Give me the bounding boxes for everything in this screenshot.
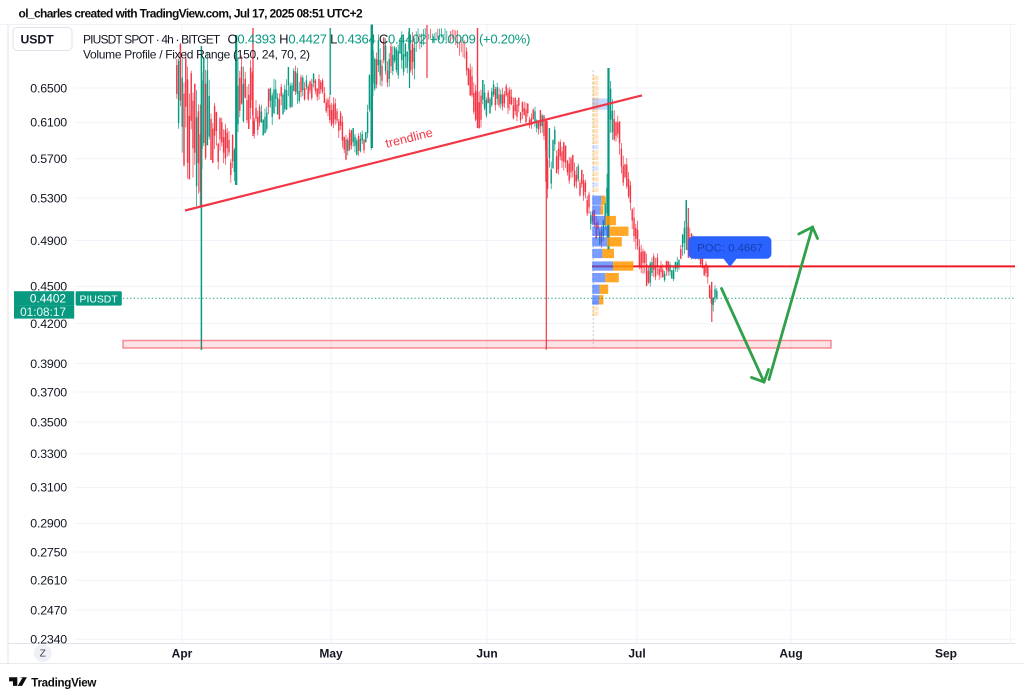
svg-text:0.2470: 0.2470 <box>30 603 67 617</box>
svg-text:0.5300: 0.5300 <box>30 191 67 205</box>
svg-text:Volume Profile / Fixed Range (: Volume Profile / Fixed Range (150, 24, 7… <box>83 48 310 62</box>
svg-text:ol_charles created with Tradin: ol_charles created with TradingView.com,… <box>19 7 363 21</box>
svg-text:0.2610: 0.2610 <box>30 574 67 588</box>
svg-text:May: May <box>319 647 343 661</box>
svg-text:0.3900: 0.3900 <box>30 357 67 371</box>
svg-text:0.4402: 0.4402 <box>30 292 66 306</box>
svg-text:PIUSDT SPOT · 4h · BITGET: PIUSDT SPOT · 4h · BITGET <box>83 33 221 47</box>
svg-text:USDT: USDT <box>21 32 55 46</box>
svg-text:0.6100: 0.6100 <box>30 116 67 130</box>
svg-text:0.3500: 0.3500 <box>30 415 67 429</box>
svg-text:Jul: Jul <box>628 647 645 661</box>
svg-text:0.2750: 0.2750 <box>30 545 67 559</box>
svg-text:Apr: Apr <box>172 647 193 661</box>
svg-text:0.2340: 0.2340 <box>30 633 67 647</box>
svg-text:0.3100: 0.3100 <box>30 481 67 495</box>
svg-text:Sep: Sep <box>935 647 957 661</box>
svg-text:Aug: Aug <box>779 647 802 661</box>
svg-text:0.5700: 0.5700 <box>30 152 67 166</box>
svg-text:0.3700: 0.3700 <box>30 385 67 399</box>
svg-text:O0.4393 H0.4427 L0.4364 C0.440: O0.4393 H0.4427 L0.4364 C0.4402 +0.0009 … <box>228 32 531 47</box>
svg-text:0.2900: 0.2900 <box>30 517 67 531</box>
svg-text:PIUSDT: PIUSDT <box>80 294 119 305</box>
svg-text:0.4500: 0.4500 <box>30 280 67 294</box>
svg-text:Z: Z <box>40 649 46 660</box>
svg-text:01:08:17: 01:08:17 <box>20 305 66 319</box>
svg-text:Jun: Jun <box>476 647 497 661</box>
svg-text:0.4900: 0.4900 <box>30 234 67 248</box>
svg-text:TradingView: TradingView <box>31 677 97 690</box>
svg-text:POC: 0.4667: POC: 0.4667 <box>697 243 763 255</box>
svg-text:0.3300: 0.3300 <box>30 447 67 461</box>
svg-text:0.4200: 0.4200 <box>30 317 67 331</box>
svg-text:0.6500: 0.6500 <box>30 81 67 95</box>
